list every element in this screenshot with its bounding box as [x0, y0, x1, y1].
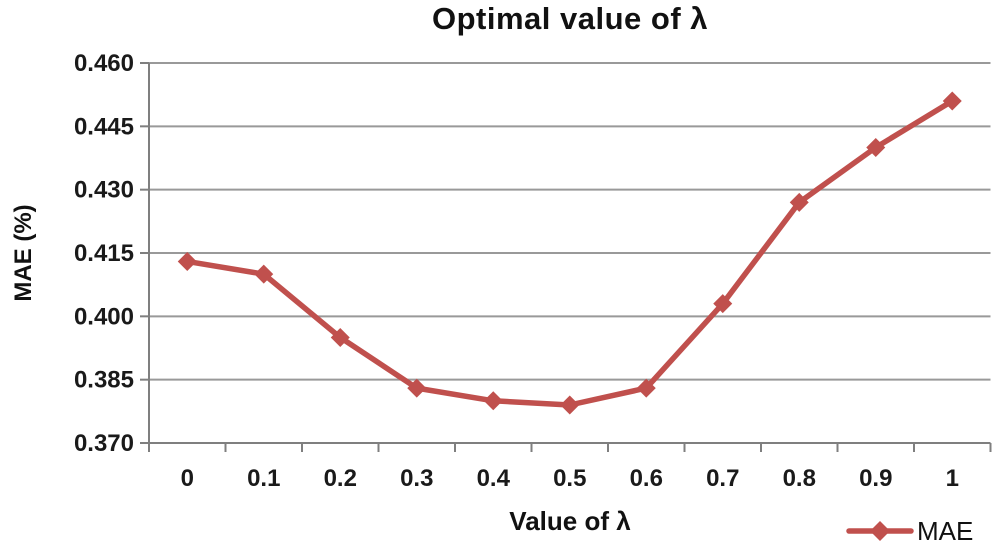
x-tick-label: 0.2	[324, 465, 357, 492]
x-tick-label: 0.8	[783, 465, 816, 492]
legend-series-label: MAE	[917, 516, 974, 546]
x-tick-label: 0.9	[859, 465, 892, 492]
x-tick-label: 1	[946, 465, 959, 492]
data-point-marker	[636, 378, 656, 398]
x-axis-title: Value of λ	[509, 506, 631, 536]
x-tick-label: 0.1	[247, 465, 280, 492]
data-point-marker	[483, 391, 503, 411]
x-tick-label: 0.5	[553, 465, 586, 492]
x-tick-label: 0	[181, 465, 194, 492]
data-point-marker	[713, 294, 733, 314]
legend-marker-icon	[846, 521, 914, 541]
x-tick-label: 0.7	[706, 465, 739, 492]
legend: MAE	[846, 517, 973, 545]
y-tick-label: 0.400	[74, 303, 134, 330]
data-point-marker	[942, 91, 962, 111]
y-tick-label: 0.445	[74, 113, 134, 140]
y-tick-label: 0.430	[74, 177, 134, 204]
data-point-marker	[560, 395, 580, 415]
data-point-marker	[177, 251, 197, 271]
x-tick-label: 0.4	[477, 465, 511, 492]
y-tick-label: 0.385	[74, 367, 134, 394]
data-point-marker	[866, 137, 886, 157]
y-tick-label: 0.370	[74, 430, 134, 457]
y-tick-label: 0.415	[74, 240, 134, 267]
chart-title: Optimal value of λ	[431, 1, 708, 36]
x-tick-label: 0.3	[400, 465, 433, 492]
data-point-marker	[254, 264, 274, 284]
x-tick-label: 0.6	[630, 465, 663, 492]
y-tick-label: 0.460	[74, 50, 134, 77]
data-point-marker	[330, 327, 350, 347]
data-point-marker	[407, 378, 427, 398]
data-point-marker	[789, 192, 809, 212]
